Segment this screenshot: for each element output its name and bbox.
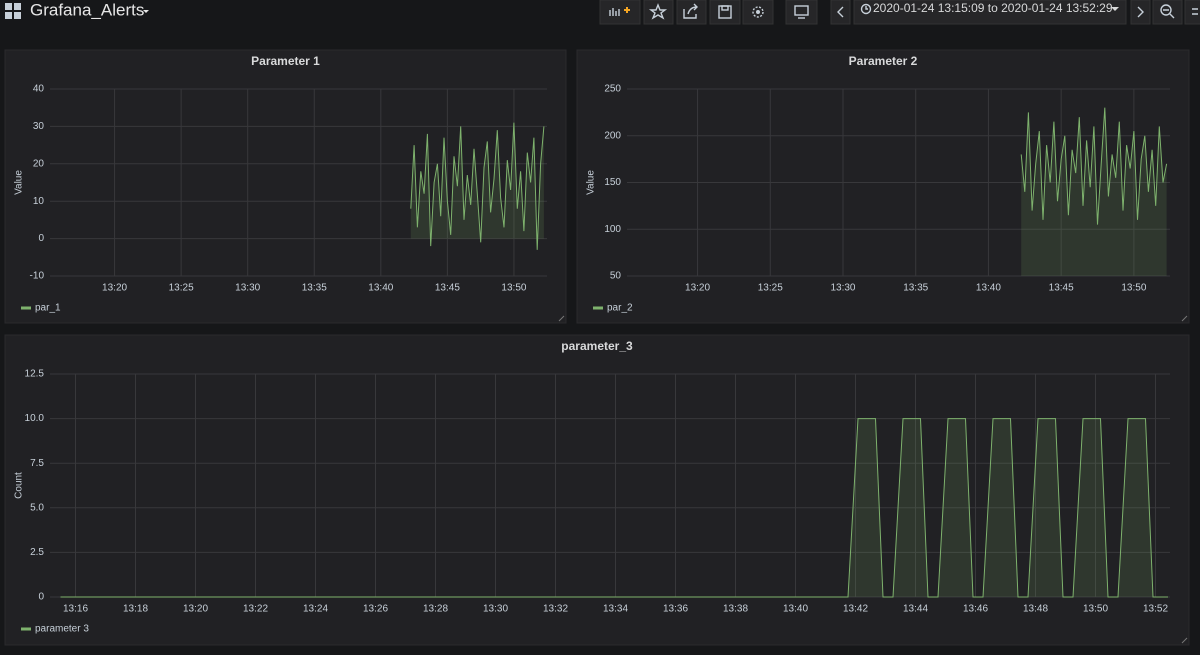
series-line [410,122,545,250]
resize-handle [558,315,565,322]
y-axis-label: Value [586,170,597,195]
x-tick-label: 13:45 [1049,283,1074,294]
y-axis-label: Value [14,170,25,195]
x-tick-label: 13:35 [302,283,327,294]
panels: Parameter 1 Value -10 0 10 20 30 40 13:20 13:25 13… [4,49,1190,646]
y-tick-label: 10.0 [25,413,45,424]
x-tick-label: 13:40 [783,604,808,615]
tv-mode-button[interactable] [785,0,818,25]
y-tick-label: 200 [604,130,621,141]
x-tick-label: 13:38 [723,604,748,615]
y-tick-label: 150 [604,177,621,188]
share-button[interactable] [676,0,707,25]
x-tick-label: 13:20 [102,283,127,294]
y-tick-label: 10 [33,196,45,207]
y-tick-label: 20 [33,158,45,169]
x-tick-label: 13:35 [903,283,928,294]
x-tick-label: 13:50 [501,283,526,294]
area-fill [1021,107,1167,276]
x-tick-label: 13:46 [963,604,988,615]
x-tick-label: 13:50 [1121,283,1146,294]
legend-label: par_2 [607,303,633,314]
x-tick-label: 13:16 [63,604,88,615]
resize-handle [1181,637,1188,644]
y-tick-label: 30 [33,121,45,132]
y-tick-label: 0 [38,592,44,603]
x-tick-label: 13:30 [483,604,508,615]
legend-label: par_1 [35,303,61,314]
dashboards-icon[interactable] [5,3,21,19]
x-tick-label: 13:50 [1083,604,1108,615]
panel [576,49,1190,324]
top-bar: Grafana_Alerts 2020-01-24 13:15:09 to 20… [5,0,1200,25]
y-tick-label: -10 [30,271,45,282]
x-tick-label: 13:32 [543,604,568,615]
series-line [60,418,1168,598]
refresh-button[interactable] [1184,0,1200,25]
y-tick-label: 7.5 [30,458,44,469]
x-tick-label: 13:24 [303,604,328,615]
save-button[interactable] [709,0,741,25]
add-panel-button[interactable] [599,0,641,25]
y-tick-label: 5.0 [30,502,44,513]
y-tick-label: 100 [604,224,621,235]
resize-handle [1181,315,1188,322]
area-fill [410,122,544,250]
x-tick-label: 13:25 [758,283,783,294]
title-caret[interactable] [143,10,149,13]
x-tick-label: 13:20 [685,283,710,294]
time-back-button[interactable] [830,0,851,25]
x-tick-label: 13:40 [368,283,393,294]
panel-title: Parameter 2 [849,54,918,68]
x-tick-label: 13:22 [243,604,268,615]
legend-label: parameter 3 [35,624,89,635]
area-fill [60,418,1168,597]
y-tick-label: 250 [604,84,621,95]
x-tick-label: 13:36 [663,604,688,615]
panel-title: parameter_3 [561,339,633,353]
series-line [1020,107,1168,225]
panel-title: Parameter 1 [251,54,320,68]
x-tick-label: 13:52 [1143,604,1168,615]
x-tick-label: 13:25 [169,283,194,294]
x-tick-label: 13:40 [976,283,1001,294]
panel [4,49,567,324]
x-tick-label: 13:28 [423,604,448,615]
x-tick-label: 13:34 [603,604,628,615]
x-tick-label: 13:44 [903,604,928,615]
x-tick-label: 13:30 [235,283,260,294]
y-tick-label: 40 [33,84,45,95]
dashboard-title[interactable]: Grafana_Alerts [30,0,144,19]
x-tick-label: 13:20 [183,604,208,615]
zoom-out-button[interactable] [1152,0,1183,25]
time-picker[interactable]: 2020-01-24 13:15:09 to 2020-01-24 13:52:… [853,0,1127,25]
settings-button[interactable] [742,0,774,25]
y-axis-label: Count [14,472,25,499]
x-tick-label: 13:26 [363,604,388,615]
x-tick-label: 13:42 [843,604,868,615]
x-tick-label: 13:30 [830,283,855,294]
star-button[interactable] [643,0,674,25]
x-tick-label: 13:48 [1023,604,1048,615]
y-tick-label: 2.5 [30,547,44,558]
time-range[interactable]: 2020-01-24 13:15:09 to 2020-01-24 13:52:… [873,1,1113,15]
y-tick-label: 0 [38,233,44,244]
panel [4,334,1190,646]
x-tick-label: 13:45 [435,283,460,294]
y-tick-label: 50 [610,271,622,282]
y-tick-label: 12.5 [25,369,45,380]
x-tick-label: 13:18 [123,604,148,615]
time-forward-button[interactable] [1130,0,1151,25]
